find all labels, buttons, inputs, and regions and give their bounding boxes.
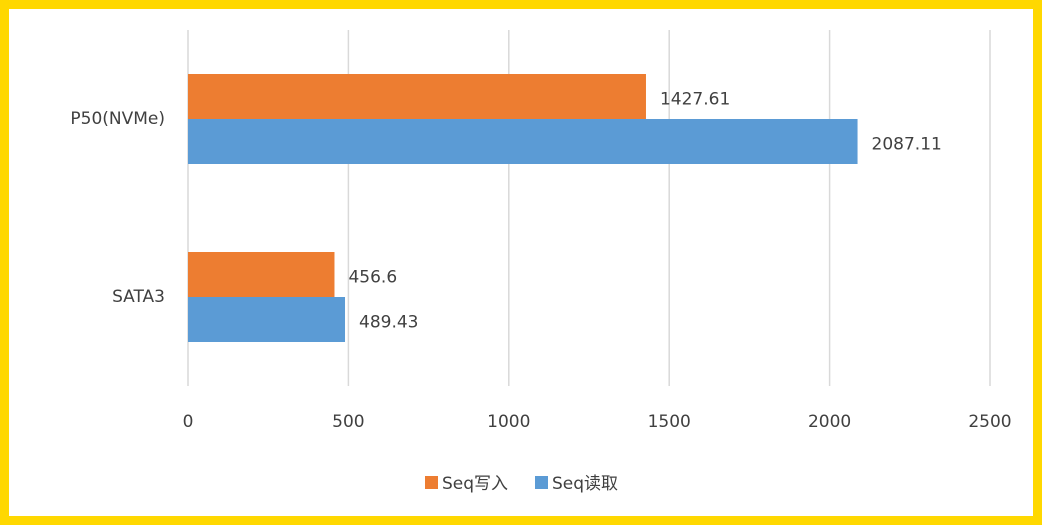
x-tick-label: 1000 [487, 412, 530, 432]
x-tick-label: 2500 [968, 412, 1011, 432]
y-tick-label: P50(NVMe) [70, 109, 165, 129]
data-label: 1427.61 [660, 90, 730, 110]
bar [188, 252, 335, 297]
legend-label: Seq读取 [552, 474, 618, 494]
legend-label: Seq写入 [442, 474, 508, 494]
data-label: 489.43 [359, 313, 418, 333]
data-label: 2087.11 [872, 135, 942, 155]
bar [188, 297, 346, 342]
y-tick-label: SATA3 [112, 287, 165, 307]
bar [188, 119, 858, 164]
data-label: 456.6 [348, 268, 397, 288]
x-tick-label: 2000 [808, 412, 851, 432]
bar [188, 74, 646, 119]
legend-swatch [535, 476, 548, 489]
legend-swatch [425, 476, 438, 489]
x-tick-label: 0 [183, 412, 194, 432]
x-tick-label: 500 [332, 412, 364, 432]
x-tick-label: 1500 [648, 412, 691, 432]
